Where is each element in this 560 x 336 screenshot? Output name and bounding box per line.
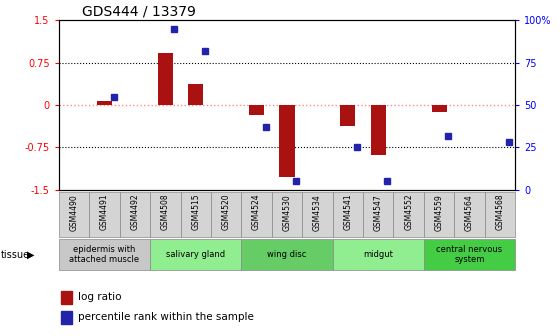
Text: GSM4491: GSM4491 — [100, 194, 109, 230]
Bar — [61, 291, 72, 304]
FancyBboxPatch shape — [333, 239, 424, 270]
FancyBboxPatch shape — [485, 192, 515, 237]
Text: GSM4568: GSM4568 — [496, 194, 505, 230]
Text: salivary gland: salivary gland — [166, 250, 225, 259]
Bar — [249, 105, 264, 115]
FancyBboxPatch shape — [150, 192, 180, 237]
Text: central nervous
system: central nervous system — [436, 245, 503, 264]
FancyBboxPatch shape — [150, 239, 241, 270]
Text: GDS444 / 13379: GDS444 / 13379 — [82, 5, 195, 19]
Bar — [371, 105, 386, 155]
FancyBboxPatch shape — [241, 239, 333, 270]
Text: GSM4508: GSM4508 — [161, 194, 170, 230]
Text: GSM4515: GSM4515 — [191, 194, 200, 230]
FancyBboxPatch shape — [424, 192, 454, 237]
Text: GSM4524: GSM4524 — [252, 194, 261, 230]
Text: tissue: tissue — [1, 250, 30, 259]
FancyBboxPatch shape — [180, 192, 211, 237]
Text: log ratio: log ratio — [78, 292, 122, 302]
Bar — [158, 53, 173, 105]
FancyBboxPatch shape — [241, 192, 272, 237]
Text: GSM4547: GSM4547 — [374, 194, 383, 230]
Bar — [432, 105, 447, 112]
Text: GSM4490: GSM4490 — [69, 194, 78, 230]
FancyBboxPatch shape — [424, 239, 515, 270]
Text: GSM4564: GSM4564 — [465, 194, 474, 230]
FancyBboxPatch shape — [302, 192, 333, 237]
Bar — [61, 311, 72, 324]
FancyBboxPatch shape — [211, 192, 241, 237]
FancyBboxPatch shape — [59, 239, 150, 270]
Text: GSM4559: GSM4559 — [435, 194, 444, 230]
FancyBboxPatch shape — [120, 192, 150, 237]
Text: GSM4530: GSM4530 — [282, 194, 292, 230]
FancyBboxPatch shape — [89, 192, 120, 237]
FancyBboxPatch shape — [333, 192, 363, 237]
Text: GSM4534: GSM4534 — [313, 194, 322, 230]
Bar — [97, 101, 112, 105]
Bar — [188, 84, 203, 105]
Bar — [340, 105, 356, 126]
Text: ▶: ▶ — [27, 250, 34, 259]
FancyBboxPatch shape — [394, 192, 424, 237]
Bar — [279, 105, 295, 177]
Text: midgut: midgut — [363, 250, 393, 259]
Text: GSM4541: GSM4541 — [343, 194, 352, 230]
FancyBboxPatch shape — [59, 192, 89, 237]
Text: epidermis with
attached muscle: epidermis with attached muscle — [69, 245, 139, 264]
FancyBboxPatch shape — [454, 192, 485, 237]
FancyBboxPatch shape — [272, 192, 302, 237]
Text: wing disc: wing disc — [267, 250, 307, 259]
Text: GSM4520: GSM4520 — [222, 194, 231, 230]
Text: GSM4492: GSM4492 — [130, 194, 139, 230]
Text: GSM4552: GSM4552 — [404, 194, 413, 230]
Text: percentile rank within the sample: percentile rank within the sample — [78, 312, 254, 323]
FancyBboxPatch shape — [363, 192, 394, 237]
